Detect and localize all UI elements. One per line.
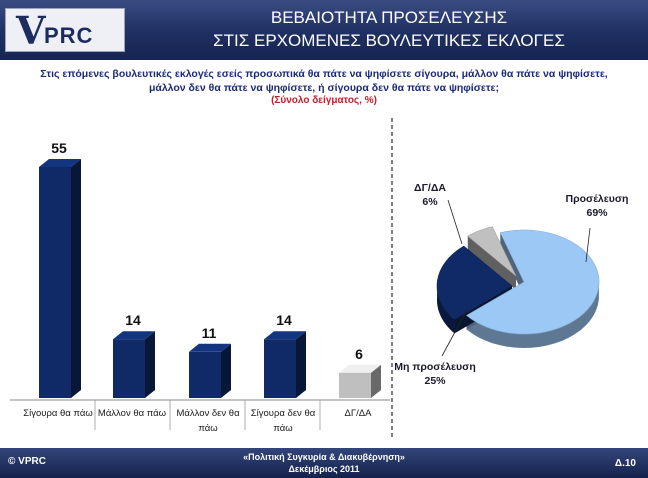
bar-top	[39, 159, 81, 167]
bar-top	[264, 331, 306, 340]
pie-slice-face	[500, 232, 524, 296]
pie-slice	[466, 229, 600, 335]
pie-slice-side	[466, 279, 599, 348]
pie-slice-value: 6%	[422, 196, 438, 208]
bar	[39, 167, 71, 398]
copyright: © VPRC	[8, 456, 46, 467]
category-label: Σίγουρα δεν θα	[251, 408, 316, 419]
category-label: ΔΓ/ΔΑ	[345, 408, 373, 419]
bar-side	[145, 331, 155, 398]
title-line-1: ΒΕΒΑΙΟΤΗΤΑ ΠΡΟΣΕΛΕΥΣΗΣ	[270, 8, 508, 27]
category-label: πάω	[198, 423, 218, 434]
pie-slice-value: 69%	[586, 207, 608, 219]
pie-leader-line	[447, 199, 463, 245]
pie-slice-value: 25%	[424, 375, 446, 387]
bar-side	[221, 343, 231, 398]
category-label: Μάλλον δεν θα	[176, 408, 240, 419]
category-label: Σίγουρα θα πάω	[23, 408, 93, 419]
bar-value-label: 14	[125, 312, 141, 328]
bar	[189, 351, 221, 398]
category-label: Μάλλον θα πάω	[98, 408, 167, 419]
sample-note: (Σύνολο δείγματος, %)	[271, 95, 377, 106]
footer-line-2: Δεκέμβριος 2011	[288, 464, 360, 474]
bar	[264, 339, 296, 398]
bar-chart: 55 Σίγουρα θα πάω 14 Μάλλον θα πάω 11 Μάλλον …	[23, 140, 381, 434]
pie-slice-side	[437, 283, 455, 334]
bar	[339, 372, 371, 398]
bar-top	[339, 364, 381, 373]
pie-slice	[467, 226, 517, 277]
pie-slice-label: ΔΓ/ΔΑ	[414, 182, 446, 194]
pie-slice-label: Μη προσέλευση	[394, 361, 475, 373]
bar-value-label: 14	[276, 312, 292, 328]
bar-top	[113, 331, 155, 340]
pie-leader-line	[585, 227, 591, 263]
bar-value-label: 11	[202, 325, 217, 341]
question-line-2: μάλλον δεν θα πάτε να ψηφίσετε, ή σίγουρ…	[148, 82, 500, 94]
question-text: Στις επόμενες βουλευτικές εκλογές εσείς …	[20, 67, 628, 95]
bar-value-label: 55	[51, 140, 67, 156]
header-banner: V PRC ΒΕΒΑΙΟΤΗΤΑ ΠΡΟΣΕΛΕΥΣΗΣ ΣΤΙΣ ΕΡΧΟΜΕ…	[0, 0, 648, 60]
footer-bar: © VPRC «Πολιτική Συγκυρία & Διακυβέρνηση…	[0, 448, 648, 478]
category-label: πάω	[273, 423, 293, 434]
page-number: Δ.10	[614, 458, 636, 469]
footer-line-1: «Πολιτική Συγκυρία & Διακυβέρνηση»	[243, 452, 405, 462]
question-line-1: Στις επόμενες βουλευτικές εκλογές εσείς …	[40, 68, 608, 80]
bar-top	[189, 343, 231, 352]
bar-value-label: 6	[355, 346, 363, 362]
bar-side	[296, 331, 306, 398]
chart-area: 55 Σίγουρα θα πάω 14 Μάλλον θα πάω 11 Μάλλον …	[10, 118, 628, 440]
title-line-2: ΣΤΙΣ ΕΡΧΟΜΕΝΕΣ ΒΟΥΛΕΥΤΙΚΕΣ ΕΚΛΟΓΕΣ	[213, 31, 565, 50]
pie-slice	[436, 245, 513, 320]
pie-leader-line	[441, 307, 469, 357]
vprc-logo: V PRC	[5, 8, 125, 52]
pie-chart: Προσέλευση 69% Μη προσέλευση 25% ΔΓ/ΔΑ 6%	[394, 182, 628, 387]
pie-slice-face	[467, 236, 516, 290]
bar	[113, 339, 145, 398]
bar-side	[71, 159, 81, 398]
pie-slice-label: Προσέλευση	[566, 193, 629, 205]
bar-side	[371, 364, 381, 398]
